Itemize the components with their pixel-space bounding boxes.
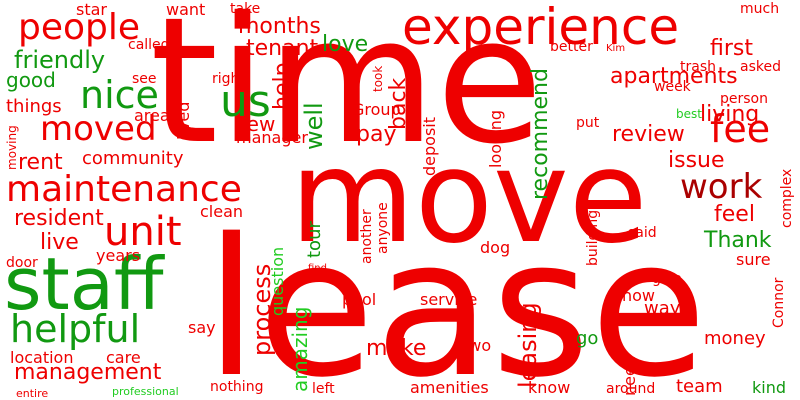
word-say: say	[188, 318, 216, 337]
word-entire: entire	[16, 387, 49, 400]
word-said: said	[628, 225, 657, 241]
word-months: months	[238, 14, 321, 39]
word-sure: sure	[736, 250, 771, 269]
word-star: star	[76, 0, 107, 19]
word-deposit: deposit	[420, 117, 439, 176]
word-experience: experience	[402, 0, 680, 56]
word-complex: complex	[779, 168, 795, 228]
word-nice: nice	[80, 73, 159, 117]
word-friendly: friendly	[14, 46, 106, 74]
word-apartments: apartments	[610, 64, 738, 89]
word-clean: clean	[200, 202, 244, 221]
word-lease: lease	[205, 198, 707, 400]
word-amazing: amazing	[288, 306, 312, 392]
word-manager: manager	[236, 128, 308, 147]
word-tour: tour	[304, 221, 325, 258]
word-called: called	[128, 37, 170, 53]
word-professional: professional	[112, 385, 179, 398]
word-help v: help	[270, 62, 295, 110]
word-kind: kind	[752, 378, 787, 397]
word-area: area	[134, 106, 170, 125]
word-lived: lived	[174, 101, 193, 140]
word-community: community	[82, 148, 184, 169]
word-find: find	[308, 263, 327, 274]
word-us: us	[220, 76, 271, 127]
word-resident: resident	[14, 206, 104, 231]
word-person: person	[720, 91, 768, 107]
word-give: give	[652, 271, 682, 287]
word-things: things	[6, 96, 62, 117]
word-issue: issue	[668, 148, 725, 173]
word-question: question	[268, 246, 287, 316]
word-amenities: amenities	[410, 378, 489, 397]
word-helpful: helpful	[10, 307, 141, 351]
word-years: years	[96, 246, 141, 265]
word-fee: fee	[710, 107, 771, 151]
word-group: Group	[352, 100, 401, 119]
word-door: door	[6, 255, 38, 271]
word-love: love	[322, 32, 369, 57]
word-trash: trash	[680, 59, 716, 75]
word-management: management	[14, 360, 162, 385]
word-building: building	[585, 209, 601, 266]
word-moved: moved	[40, 109, 157, 149]
word-living: living	[700, 102, 760, 127]
word-tenant: tenant	[246, 36, 319, 61]
word-another: another	[359, 209, 375, 264]
word-kim: Kim	[606, 43, 626, 54]
word-maintenance: maintenance	[6, 169, 242, 210]
word-week: week	[654, 79, 691, 95]
word-right: right	[212, 71, 245, 87]
word-moving: moving	[5, 125, 19, 170]
word-new: new	[234, 112, 276, 136]
word-move: move	[290, 123, 648, 272]
word-now: now	[622, 286, 656, 305]
word-care: care	[106, 348, 141, 367]
word-asked: asked	[740, 59, 781, 75]
word-work: work	[680, 167, 763, 207]
word-anyone: anyone	[375, 202, 391, 254]
word-good: good	[6, 68, 56, 92]
word-pool: pool	[342, 290, 377, 309]
word-looking: looking	[486, 109, 505, 168]
word-much: much	[740, 1, 780, 17]
word-unit: unit	[104, 209, 182, 255]
word-people: people	[18, 7, 141, 48]
word-around: around	[606, 381, 656, 397]
word-know: know	[528, 378, 571, 397]
word-time: time	[150, 0, 544, 183]
word-make: make	[366, 336, 427, 361]
word-connor: Connor	[771, 277, 787, 328]
word-better: better	[550, 39, 593, 55]
word-nothing: nothing	[210, 379, 264, 395]
word-first: first	[710, 36, 753, 61]
word-review: review	[612, 122, 685, 147]
word-put: put	[576, 115, 600, 131]
word-service: service	[420, 290, 478, 309]
word-dog: dog	[480, 238, 511, 257]
word-money: money	[704, 328, 766, 349]
word-recommend: recommend	[528, 68, 553, 200]
word-see: see	[132, 71, 157, 87]
word-thank: Thank	[704, 228, 772, 253]
word-want: want	[166, 0, 206, 19]
word-left: left	[312, 381, 335, 397]
word-two: two	[462, 336, 492, 355]
word-took: took	[371, 65, 385, 92]
word-feel: feel	[714, 202, 755, 227]
word-leasing: leasing	[514, 302, 542, 388]
word-staff: staff	[4, 242, 164, 326]
word-go: go	[576, 328, 599, 349]
word-live: live	[40, 230, 79, 255]
word-rent: rent	[18, 150, 63, 175]
word-way: way	[644, 298, 681, 319]
word-best: best	[676, 107, 702, 121]
word-pay: pay	[356, 122, 397, 147]
word-take: take	[230, 1, 261, 17]
word-team: team	[676, 376, 723, 397]
word-location: location	[10, 348, 74, 367]
